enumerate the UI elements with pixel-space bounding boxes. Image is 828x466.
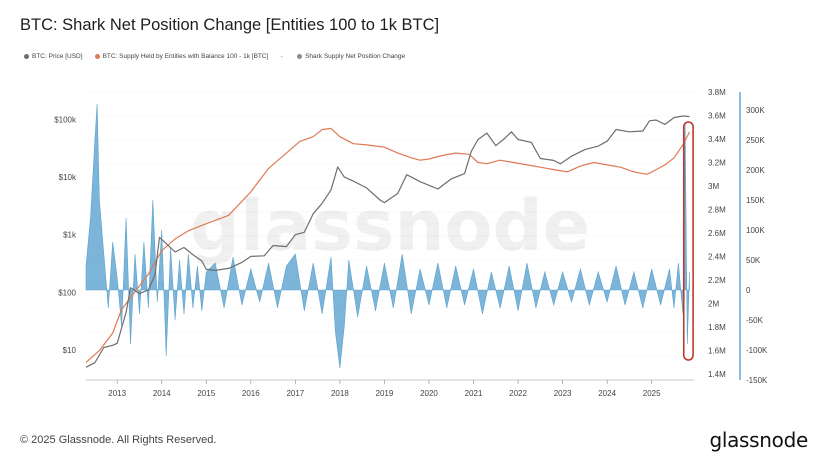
y-mid-tick-label: 3.4M <box>708 135 726 144</box>
net-change-area <box>85 103 690 369</box>
copyright-text: © 2025 Glassnode. All Rights Reserved. <box>20 434 217 446</box>
y-mid-tick-label: 1.4M <box>708 370 726 379</box>
chart-title: BTC: Shark Net Position Change [Entities… <box>20 16 440 34</box>
x-tick-label: 2024 <box>598 389 616 398</box>
x-tick-label: 2014 <box>153 389 171 398</box>
y-mid-tick-label: 1.6M <box>708 347 726 356</box>
y-right-tick-label: 300K <box>746 106 765 115</box>
y-right-tick-label: 50K <box>746 256 761 265</box>
y-mid-tick-label: 1.8M <box>708 323 726 332</box>
x-axis-ticks: 2013 2014 2015 2016 2017 2018 2019 2020 2021 2022… <box>108 380 661 398</box>
y-right-tick-label: -150K <box>746 376 768 385</box>
x-tick-label: 2021 <box>465 389 483 398</box>
y-mid-tick-label: 3.2M <box>708 159 726 168</box>
legend-swatch-price <box>24 54 29 59</box>
legend-label-price: BTC: Price [USD] <box>32 53 83 60</box>
y-mid-tick-label: 2.4M <box>708 253 726 262</box>
x-tick-label: 2013 <box>108 389 126 398</box>
x-tick-label: 2025 <box>643 389 661 398</box>
y-mid-tick-label: 2.8M <box>708 206 726 215</box>
y-left-tick-label: $10k <box>59 173 77 182</box>
y-right-tick-label: -100K <box>746 346 768 355</box>
y-mid-tick-label: 2.6M <box>708 229 726 238</box>
y-right-tick-label: 100K <box>746 226 765 235</box>
y-right-tick-label: 0 <box>746 286 751 295</box>
price-line <box>85 115 690 368</box>
legend-item-netchange[interactable]: Shark Supply Net Position Change <box>297 53 405 60</box>
legend-swatch-netchange <box>297 54 303 59</box>
y-right-tick-label: 150K <box>746 196 765 205</box>
watermark: glassnode <box>190 185 590 267</box>
x-tick-label: 2019 <box>376 389 394 398</box>
y-right-tick-label: -50K <box>746 316 764 325</box>
y-right-tick-label: 250K <box>746 136 765 145</box>
x-tick-label: 2023 <box>554 389 572 398</box>
legend-separator: - <box>280 52 284 61</box>
y-mid-tick-label: 3.6M <box>708 112 726 121</box>
y-left-tick-label: $10 <box>63 346 77 355</box>
legend-label-supply: BTC: Supply Held by Entities with Balanc… <box>102 53 269 60</box>
y-mid-tick-label: 3.8M <box>708 88 726 97</box>
supply-line <box>85 127 691 363</box>
y-mid-tick-label: 2M <box>708 300 719 309</box>
x-tick-label: 2020 <box>420 389 438 398</box>
legend-swatch-supply <box>94 54 100 59</box>
x-tick-label: 2018 <box>331 389 349 398</box>
y-right-axis-ticks: 300K 250K 200K 150K 100K 50K 0 -50K -100K -150K <box>746 106 768 385</box>
y-mid-tick-label: 2.2M <box>708 276 726 285</box>
x-tick-label: 2017 <box>286 389 304 398</box>
y-left-tick-label: $100k <box>54 115 77 124</box>
legend-item-price[interactable]: BTC: Price [USD] <box>24 53 83 60</box>
x-tick-label: 2015 <box>197 389 215 398</box>
chart-legend: BTC: Price [USD] BTC: Supply Held by Ent… <box>24 52 417 61</box>
y-left-tick-label: $100 <box>58 288 76 297</box>
legend-item-supply[interactable]: BTC: Supply Held by Entities with Balanc… <box>94 53 269 60</box>
y-right-tick-label: 200K <box>746 166 765 175</box>
brand-logo: glassnode <box>709 428 808 452</box>
y-mid-axis-ticks: 3.8M 3.6M 3.4M 3.2M 3M 2.8M 2.6M 2.4M 2.2M 2M 1.8M… <box>708 88 726 379</box>
x-tick-label: 2022 <box>509 389 527 398</box>
axes-layer <box>86 92 741 381</box>
legend-label-netchange: Shark Supply Net Position Change <box>305 53 406 60</box>
y-left-axis-ticks: $100k $10k $1k $100 $10 <box>54 115 77 354</box>
y-left-tick-label: $1k <box>63 231 77 240</box>
net-change-area-layer <box>85 103 690 369</box>
y-mid-tick-label: 3M <box>708 182 719 191</box>
x-tick-label: 2016 <box>242 389 260 398</box>
recent-highlight-box <box>682 121 694 361</box>
line-series-layer <box>85 115 691 368</box>
